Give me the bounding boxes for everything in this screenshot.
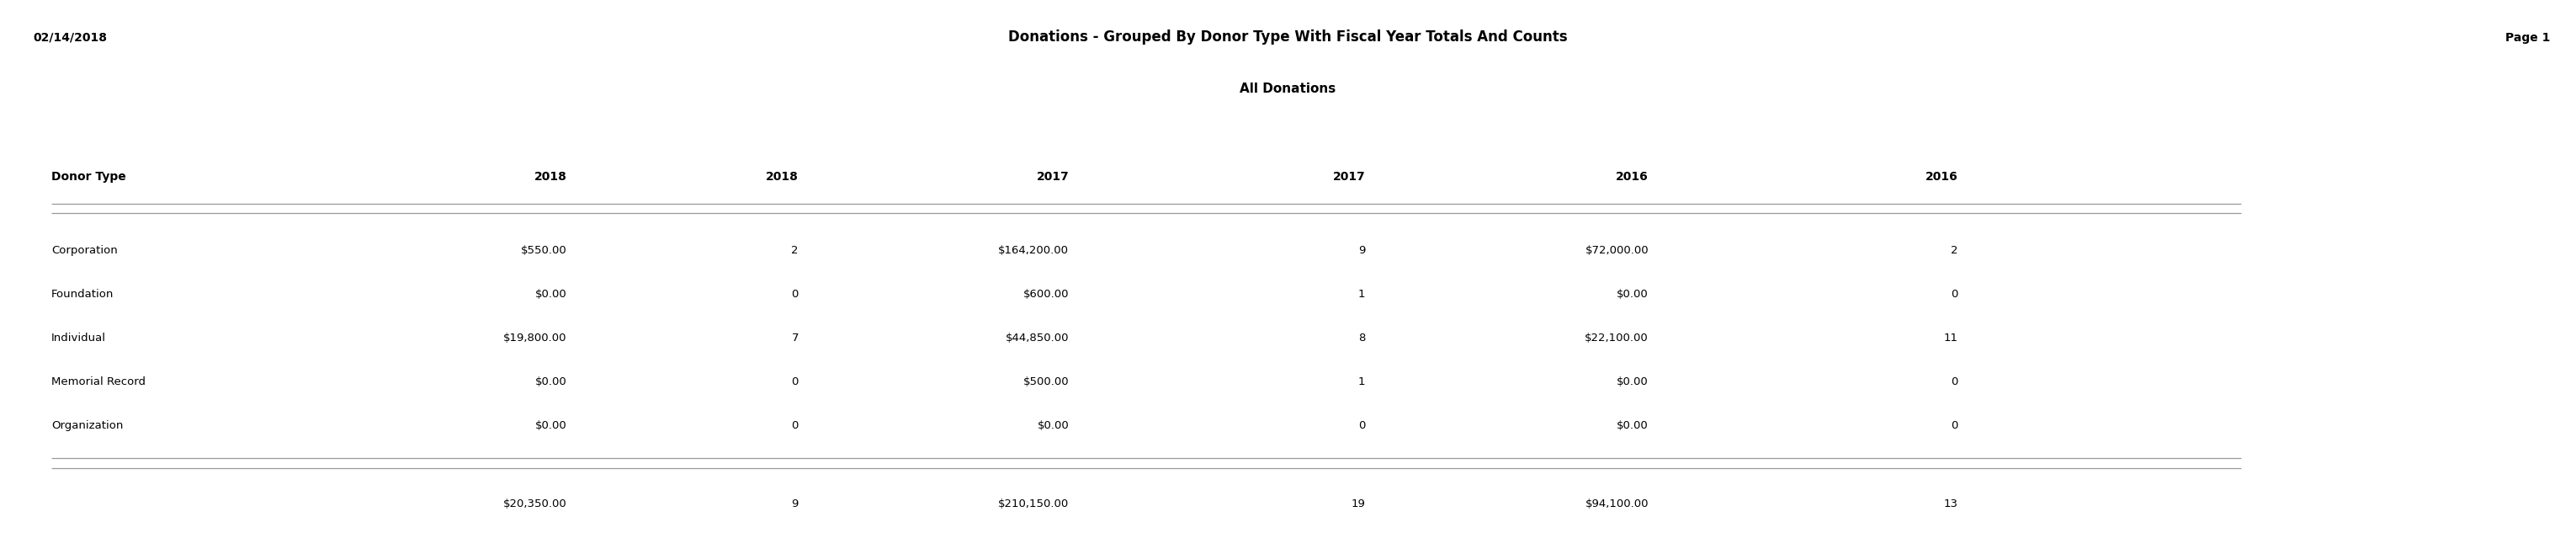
Text: 0: 0 <box>1950 289 1958 300</box>
Text: Foundation: Foundation <box>52 289 113 300</box>
Text: 2018: 2018 <box>765 171 799 182</box>
Text: $600.00: $600.00 <box>1023 289 1069 300</box>
Text: Donations - Grouped By Donor Type With Fiscal Year Totals And Counts: Donations - Grouped By Donor Type With F… <box>1007 29 1569 44</box>
Text: $94,100.00: $94,100.00 <box>1584 498 1649 510</box>
Text: Organization: Organization <box>52 420 124 431</box>
Text: Corporation: Corporation <box>52 245 118 256</box>
Text: 0: 0 <box>791 289 799 300</box>
Text: 2: 2 <box>791 245 799 256</box>
Text: $0.00: $0.00 <box>536 289 567 300</box>
Text: 2016: 2016 <box>1924 171 1958 182</box>
Text: $20,350.00: $20,350.00 <box>502 498 567 510</box>
Text: $500.00: $500.00 <box>1023 376 1069 387</box>
Text: 0: 0 <box>1358 420 1365 431</box>
Text: 2017: 2017 <box>1332 171 1365 182</box>
Text: 13: 13 <box>1942 498 1958 510</box>
Text: 2: 2 <box>1950 245 1958 256</box>
Text: Page 1: Page 1 <box>2506 32 2550 44</box>
Text: $0.00: $0.00 <box>1618 289 1649 300</box>
Text: 9: 9 <box>1358 245 1365 256</box>
Text: 0: 0 <box>791 376 799 387</box>
Text: $210,150.00: $210,150.00 <box>997 498 1069 510</box>
Text: 7: 7 <box>791 333 799 344</box>
Text: 0: 0 <box>1950 420 1958 431</box>
Text: 1: 1 <box>1358 289 1365 300</box>
Text: $0.00: $0.00 <box>1618 420 1649 431</box>
Text: 19: 19 <box>1350 498 1365 510</box>
Text: 8: 8 <box>1358 333 1365 344</box>
Text: $0.00: $0.00 <box>1618 376 1649 387</box>
Text: 02/14/2018: 02/14/2018 <box>33 32 108 44</box>
Text: 0: 0 <box>1950 376 1958 387</box>
Text: $550.00: $550.00 <box>520 245 567 256</box>
Text: 0: 0 <box>791 420 799 431</box>
Text: 1: 1 <box>1358 376 1365 387</box>
Text: Donor Type: Donor Type <box>52 171 126 182</box>
Text: $44,850.00: $44,850.00 <box>1005 333 1069 344</box>
Text: 11: 11 <box>1942 333 1958 344</box>
Text: 2018: 2018 <box>533 171 567 182</box>
Text: $22,100.00: $22,100.00 <box>1584 333 1649 344</box>
Text: Individual: Individual <box>52 333 106 344</box>
Text: $164,200.00: $164,200.00 <box>999 245 1069 256</box>
Text: $0.00: $0.00 <box>536 420 567 431</box>
Text: $72,000.00: $72,000.00 <box>1584 245 1649 256</box>
Text: 2017: 2017 <box>1036 171 1069 182</box>
Text: Memorial Record: Memorial Record <box>52 376 147 387</box>
Text: $19,800.00: $19,800.00 <box>502 333 567 344</box>
Text: $0.00: $0.00 <box>536 376 567 387</box>
Text: $0.00: $0.00 <box>1038 420 1069 431</box>
Text: All Donations: All Donations <box>1239 83 1337 95</box>
Text: 9: 9 <box>791 498 799 510</box>
Text: 2016: 2016 <box>1615 171 1649 182</box>
